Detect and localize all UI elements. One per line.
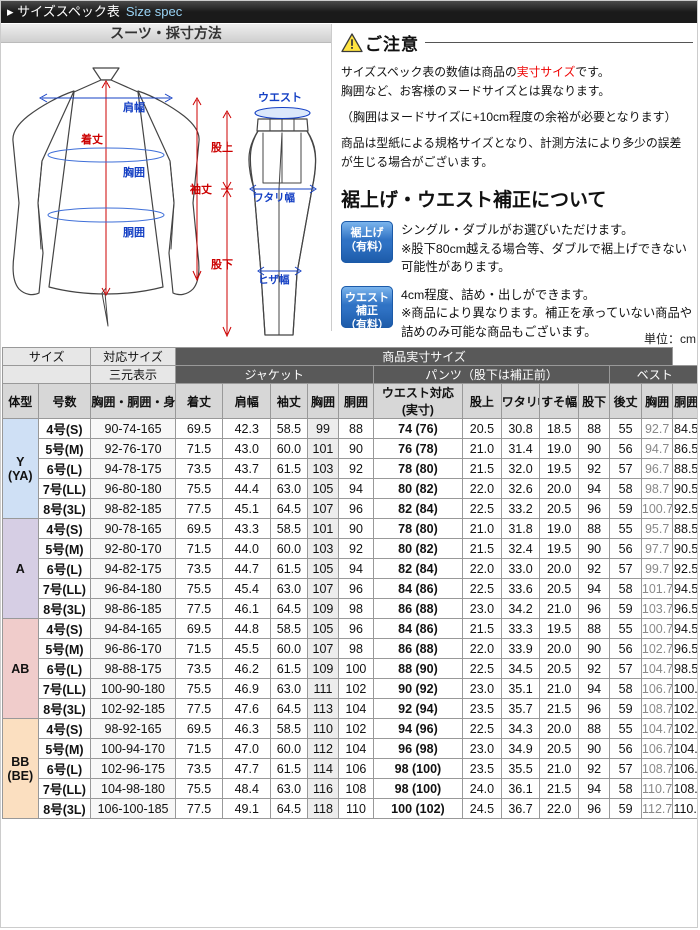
svg-text:胸囲: 胸囲 — [123, 165, 145, 179]
svg-text:肩幅: 肩幅 — [123, 100, 145, 114]
svg-text:胴囲: 胴囲 — [123, 226, 145, 239]
svg-text:ウエスト: ウエスト — [258, 91, 302, 104]
svg-text:ワタリ幅: ワタリ幅 — [253, 191, 295, 204]
svg-text:着丈: 着丈 — [80, 132, 103, 146]
svg-text:股下: 股下 — [211, 258, 233, 271]
svg-text:袖丈: 袖丈 — [190, 182, 212, 196]
svg-text:ヒザ幅: ヒザ幅 — [258, 273, 290, 286]
svg-text:股上: 股上 — [211, 140, 233, 154]
